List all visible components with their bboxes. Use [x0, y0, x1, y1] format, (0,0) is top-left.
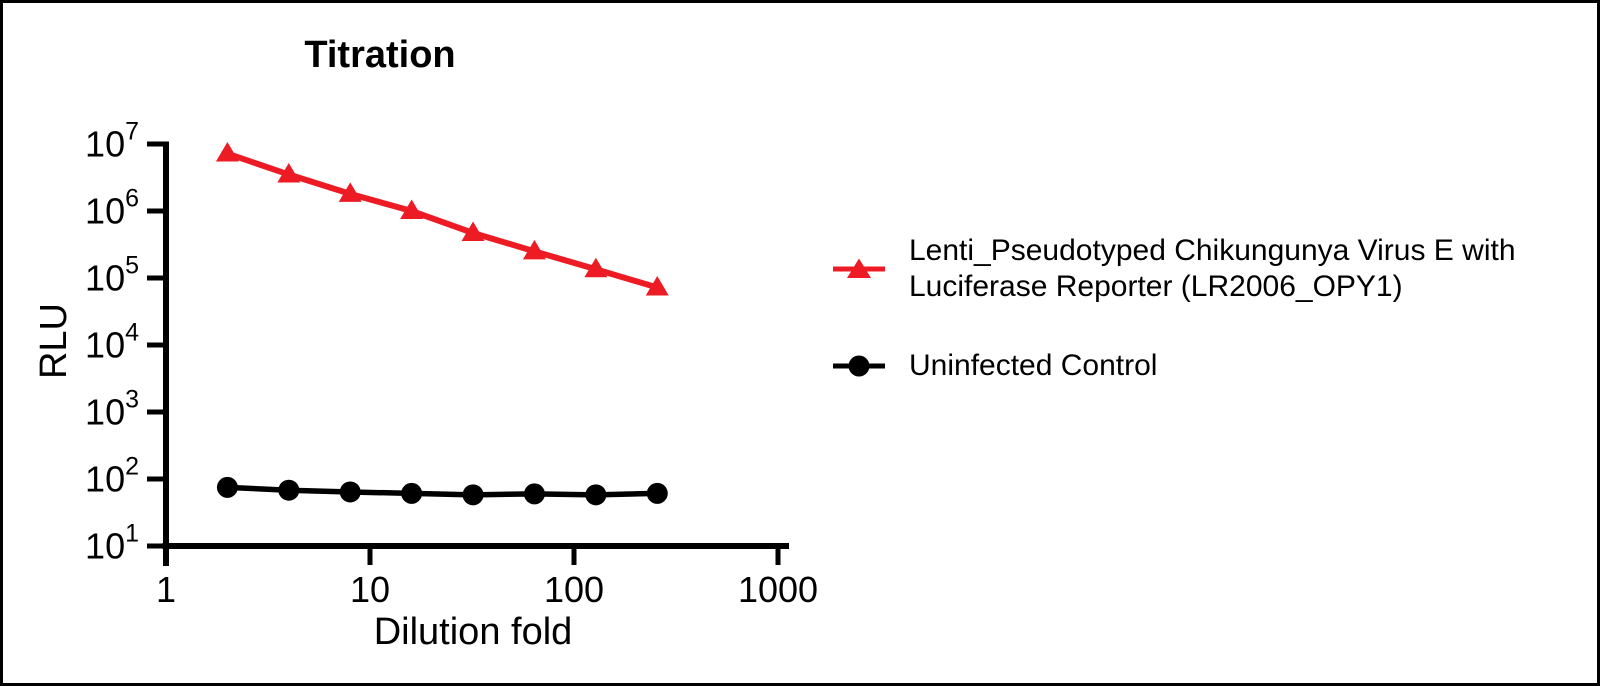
data-point-series0-x2 [215, 142, 239, 162]
data-point-series1-x16 [401, 482, 423, 504]
y-tick-label: 102 [85, 453, 139, 500]
data-point-series1-x256 [646, 482, 668, 504]
legend-label-line-2: Luciferase Reporter (LR2006_OPY1) [909, 270, 1403, 303]
x-tick-label-10: 10 [350, 569, 390, 610]
data-point-series0-x8 [338, 182, 362, 202]
y-tick-label: 104 [85, 319, 139, 366]
legend-label-uninfected-control: Uninfected Control [909, 348, 1157, 384]
legend-item-lenti-pseudotyped: Lenti_Pseudotyped Chikungunya Virus E wi… [831, 233, 1516, 305]
legend-label-lenti-pseudotyped: Lenti_Pseudotyped Chikungunya Virus E wi… [909, 233, 1516, 305]
legend-item-uninfected-control: Uninfected Control [831, 346, 1157, 386]
y-tick-label: 105 [85, 252, 139, 299]
data-point-series0-x128 [584, 257, 608, 278]
data-point-series0-x32 [461, 221, 485, 241]
x-tick-label-1: 1 [156, 569, 176, 610]
y-tick-label: 107 [85, 118, 139, 165]
data-point-series1-x4 [278, 479, 300, 501]
triangle-icon [847, 258, 871, 278]
circle-icon [848, 355, 870, 377]
data-point-series0-x256 [645, 276, 669, 296]
x-axis-title: Dilution fold [373, 611, 573, 653]
data-point-series0-x16 [400, 199, 424, 219]
y-tick-label: 101 [85, 520, 139, 567]
legend-label-line-1: Lenti_Pseudotyped Chikungunya Virus E wi… [909, 234, 1516, 267]
y-tick-label: 103 [85, 386, 139, 433]
legend-circle-marker-icon [833, 355, 885, 377]
chart-title: Titration [304, 34, 456, 76]
x-tick-label-100: 100 [544, 569, 604, 610]
data-point-series1-x128 [585, 484, 607, 506]
legend-triangle-marker-icon [833, 258, 885, 278]
y-axis-title: RLU [33, 302, 75, 380]
plot-area: 101 102 103 104 105 106 107 1 10 100 1000 [85, 118, 818, 611]
data-point-series1-x8 [339, 481, 361, 503]
series-line-0 [226, 150, 659, 291]
data-point-series1-x2 [216, 476, 238, 498]
legend-label-line-1: Uninfected Control [909, 349, 1158, 382]
data-point-series1-x32 [462, 484, 484, 506]
x-tick-label-1000: 1000 [738, 569, 818, 610]
data-point-series0-x4 [277, 163, 301, 183]
y-tick-label: 106 [85, 185, 139, 232]
data-point-series1-x64 [523, 483, 545, 505]
data-point-series0-x64 [522, 239, 546, 260]
